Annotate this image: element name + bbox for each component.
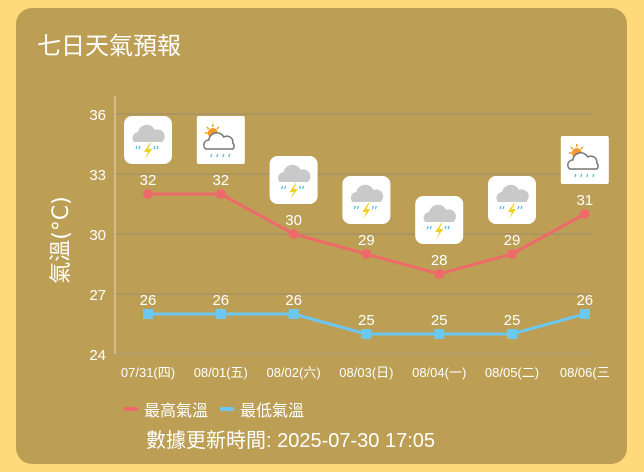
chart-legend: 最高氣溫 最低氣溫 [124, 397, 304, 421]
high-temp-point [507, 249, 517, 259]
data-label: 26 [140, 292, 157, 309]
x-tick-label: 08/05(二) [485, 365, 539, 380]
data-label: 32 [140, 172, 157, 189]
low-temp-point [361, 329, 372, 339]
low-temp-point [434, 329, 445, 339]
y-tick-label: 30 [89, 227, 106, 244]
x-tick-label: 08/02(六) [266, 365, 320, 380]
legend-label-low: 最低氣溫 [240, 401, 305, 420]
update-time: 數據更新時間: 2025-07-30 17:05 [146, 430, 436, 452]
high-temp-point [288, 229, 299, 239]
low-temp-point [215, 309, 226, 319]
data-label: 29 [358, 232, 375, 249]
y-tick-label: 33 [89, 167, 106, 184]
y-tick-label: 24 [89, 347, 106, 364]
thunderstorm-rain-icon [124, 116, 172, 164]
low-temp-point [288, 309, 299, 319]
x-tick-label: 08/06(三 [560, 365, 610, 380]
data-label: 31 [576, 192, 593, 209]
card-title: 七日天氣預報 [37, 32, 181, 60]
x-tick-label: 08/04(一) [412, 365, 466, 380]
legend-swatch-high [124, 407, 138, 411]
data-label: 32 [212, 172, 229, 189]
data-label: 29 [504, 232, 521, 249]
high-temp-point [361, 249, 372, 259]
thunderstorm-rain-icon [415, 196, 464, 244]
high-temp-point [143, 189, 153, 199]
data-label: 26 [576, 292, 593, 309]
thunderstorm-rain-icon [342, 176, 391, 224]
high-temp-point [434, 269, 445, 279]
data-label: 26 [285, 292, 302, 309]
data-label: 25 [504, 312, 521, 329]
high-temp-point [215, 189, 226, 199]
data-label: 28 [431, 252, 448, 269]
low-temp-point [507, 329, 517, 339]
thunderstorm-rain-icon [488, 176, 536, 224]
x-tick-label: 08/01(五) [194, 365, 248, 380]
data-label: 30 [285, 212, 302, 229]
low-temp-point [143, 309, 153, 319]
low-temp-point [579, 309, 590, 319]
partly-cloudy-rain-icon [560, 136, 609, 184]
x-tick-label: 07/31(四) [121, 365, 175, 380]
x-tick-label: 08/03(日) [339, 365, 393, 380]
legend-label-high: 最高氣溫 [144, 401, 209, 420]
legend-swatch-low [220, 407, 235, 411]
data-label: 26 [212, 292, 229, 309]
partly-cloudy-rain-icon [196, 116, 245, 164]
high-temp-point [579, 209, 590, 219]
y-tick-label: 36 [89, 107, 106, 124]
y-axis-label: 氣溫(°C) [49, 196, 74, 284]
forecast-card [16, 8, 627, 464]
data-label: 25 [431, 312, 448, 329]
y-tick-label: 27 [89, 287, 106, 304]
thunderstorm-rain-icon [269, 156, 318, 204]
data-label: 25 [358, 312, 375, 329]
